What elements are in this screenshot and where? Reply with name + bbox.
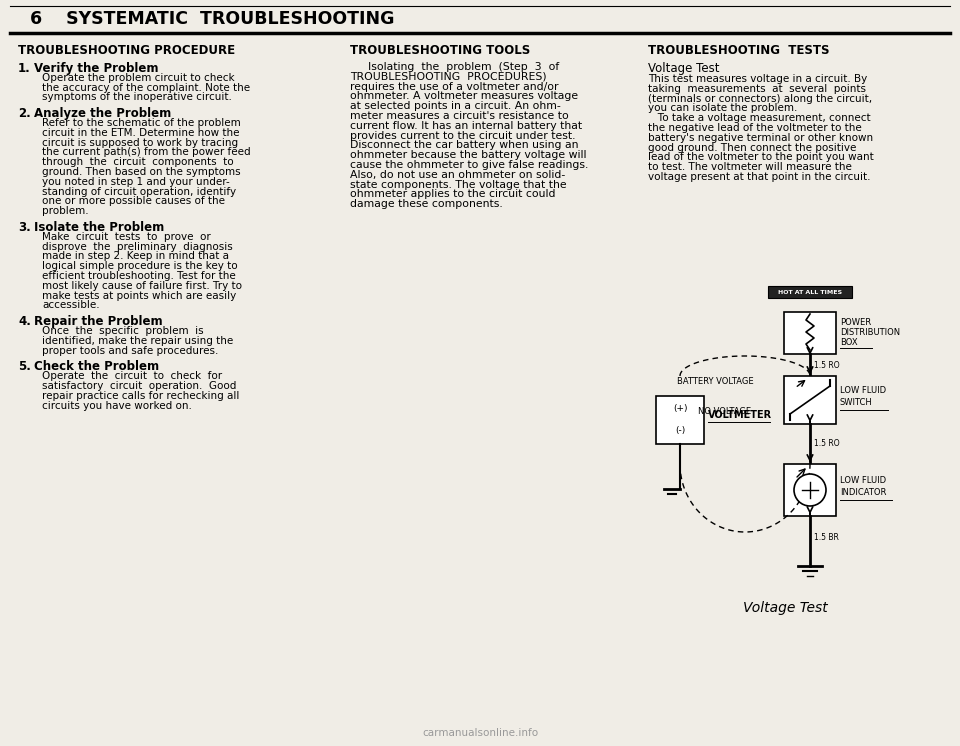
Text: repair practice calls for rechecking all: repair practice calls for rechecking all — [42, 391, 239, 401]
Text: 2.: 2. — [18, 107, 31, 120]
Bar — [656, 396, 704, 444]
Text: Isolate the Problem: Isolate the Problem — [34, 221, 164, 234]
Text: the current path(s) from the power feed: the current path(s) from the power feed — [42, 148, 251, 157]
Text: Refer to the schematic of the problem: Refer to the schematic of the problem — [42, 118, 241, 128]
Text: Disconnect the car battery when using an: Disconnect the car battery when using an — [350, 140, 579, 151]
Text: 1.: 1. — [18, 62, 31, 75]
Text: Voltage Test: Voltage Test — [743, 601, 828, 615]
Text: 5.: 5. — [18, 360, 31, 374]
Bar — [768, 286, 852, 298]
Text: proper tools and safe procedures.: proper tools and safe procedures. — [42, 345, 218, 356]
Text: TROUBLESHOOTING TOOLS: TROUBLESHOOTING TOOLS — [350, 44, 530, 57]
Text: voltage present at that point in the circuit.: voltage present at that point in the cir… — [648, 172, 871, 182]
Text: circuit is supposed to work by tracing: circuit is supposed to work by tracing — [42, 137, 238, 148]
Text: This test measures voltage in a circuit. By: This test measures voltage in a circuit.… — [648, 74, 867, 84]
Text: damage these components.: damage these components. — [350, 199, 503, 209]
Text: satisfactory  circuit  operation.  Good: satisfactory circuit operation. Good — [42, 381, 236, 391]
Text: disprove  the  preliminary  diagnosis: disprove the preliminary diagnosis — [42, 242, 232, 251]
Text: BATTERY VOLTAGE: BATTERY VOLTAGE — [677, 377, 754, 386]
Text: Make  circuit  tests  to  prove  or: Make circuit tests to prove or — [42, 232, 211, 242]
Text: identified, make the repair using the: identified, make the repair using the — [42, 336, 233, 346]
Text: to test. The voltmeter will measure the: to test. The voltmeter will measure the — [648, 162, 852, 172]
Text: Also, do not use an ohmmeter on solid-: Also, do not use an ohmmeter on solid- — [350, 170, 565, 180]
Text: LOW FLUID: LOW FLUID — [840, 476, 886, 485]
Text: current flow. It has an internal battery that: current flow. It has an internal battery… — [350, 121, 582, 131]
Text: (-): (-) — [675, 427, 685, 436]
Text: DISTRIBUTION: DISTRIBUTION — [840, 328, 900, 337]
Text: make tests at points which are easily: make tests at points which are easily — [42, 291, 236, 301]
Text: POWER: POWER — [840, 318, 871, 327]
Text: accessible.: accessible. — [42, 301, 100, 310]
Text: 1.5 RO: 1.5 RO — [814, 360, 840, 369]
Text: standing of circuit operation, identify: standing of circuit operation, identify — [42, 186, 236, 197]
Text: VOLTMETER: VOLTMETER — [708, 410, 772, 420]
Text: INDICATOR: INDICATOR — [840, 488, 886, 497]
Text: you noted in step 1 and your under-: you noted in step 1 and your under- — [42, 177, 229, 186]
Text: at selected points in a circuit. An ohm-: at selected points in a circuit. An ohm- — [350, 101, 561, 111]
Text: TROUBLESHOOTING  TESTS: TROUBLESHOOTING TESTS — [648, 44, 829, 57]
Text: good ground. Then connect the positive: good ground. Then connect the positive — [648, 142, 856, 153]
Text: you can isolate the problem.: you can isolate the problem. — [648, 104, 798, 113]
Text: meter measures a circuit's resistance to: meter measures a circuit's resistance to — [350, 111, 568, 121]
Text: logical simple procedure is the key to: logical simple procedure is the key to — [42, 261, 238, 272]
Text: carmanualsonline.info: carmanualsonline.info — [422, 728, 538, 738]
Text: 4.: 4. — [18, 316, 31, 328]
Text: NO VOLTAGE: NO VOLTAGE — [699, 407, 752, 416]
Circle shape — [794, 474, 826, 506]
Text: ohmmeter because the battery voltage will: ohmmeter because the battery voltage wil… — [350, 150, 587, 160]
Bar — [784, 312, 836, 354]
Text: problem.: problem. — [42, 206, 88, 216]
Text: ohmmeter. A voltmeter measures voltage: ohmmeter. A voltmeter measures voltage — [350, 92, 578, 101]
Text: TROUBLESHOOTING PROCEDURE: TROUBLESHOOTING PROCEDURE — [18, 44, 235, 57]
Text: taking  measurements  at  several  points: taking measurements at several points — [648, 84, 866, 94]
Text: 3.: 3. — [18, 221, 31, 234]
Text: requires the use of a voltmeter and/or: requires the use of a voltmeter and/or — [350, 81, 559, 92]
Text: through  the  circuit  components  to: through the circuit components to — [42, 157, 233, 167]
Text: the accuracy of the complaint. Note the: the accuracy of the complaint. Note the — [42, 83, 251, 93]
Text: TROUBLESHOOTING  PROCEDURES): TROUBLESHOOTING PROCEDURES) — [350, 72, 546, 82]
Text: Voltage Test: Voltage Test — [648, 62, 719, 75]
Text: cause the ohmmeter to give false readings.: cause the ohmmeter to give false reading… — [350, 160, 588, 170]
Text: state components. The voltage that the: state components. The voltage that the — [350, 180, 566, 189]
Text: To take a voltage measurement, connect: To take a voltage measurement, connect — [648, 113, 871, 123]
Text: Isolating  the  problem  (Step  3  of: Isolating the problem (Step 3 of — [368, 62, 560, 72]
Text: (+): (+) — [673, 404, 687, 413]
Bar — [784, 464, 836, 516]
Text: Verify the Problem: Verify the Problem — [34, 62, 158, 75]
Text: circuit in the ETM. Determine how the: circuit in the ETM. Determine how the — [42, 128, 239, 138]
Text: Check the Problem: Check the Problem — [34, 360, 159, 374]
Text: ground. Then based on the symptoms: ground. Then based on the symptoms — [42, 167, 241, 177]
Text: made in step 2. Keep in mind that a: made in step 2. Keep in mind that a — [42, 251, 229, 261]
Text: 6    SYSTEMATIC  TROUBLESHOOTING: 6 SYSTEMATIC TROUBLESHOOTING — [30, 10, 395, 28]
Text: SWITCH: SWITCH — [840, 398, 873, 407]
Text: (terminals or connectors) along the circuit,: (terminals or connectors) along the circ… — [648, 93, 872, 104]
Text: Repair the Problem: Repair the Problem — [34, 316, 162, 328]
Text: battery's negative terminal or other known: battery's negative terminal or other kno… — [648, 133, 874, 142]
Text: the negative lead of the voltmeter to the: the negative lead of the voltmeter to th… — [648, 123, 862, 133]
Text: Operate  the  circuit  to  check  for: Operate the circuit to check for — [42, 372, 222, 381]
Bar — [784, 376, 836, 424]
Text: efficient troubleshooting. Test for the: efficient troubleshooting. Test for the — [42, 271, 236, 281]
Text: Operate the problem circuit to check: Operate the problem circuit to check — [42, 73, 234, 83]
Text: Analyze the Problem: Analyze the Problem — [34, 107, 171, 120]
Text: 1.5 RO: 1.5 RO — [814, 439, 840, 448]
Text: LOW FLUID: LOW FLUID — [840, 386, 886, 395]
Text: one or more possible causes of the: one or more possible causes of the — [42, 196, 225, 207]
Text: BOX: BOX — [840, 338, 857, 347]
Text: Once  the  specific  problem  is: Once the specific problem is — [42, 326, 204, 336]
Text: lead of the voltmeter to the point you want: lead of the voltmeter to the point you w… — [648, 152, 874, 163]
Text: ohmmeter applies to the circuit could: ohmmeter applies to the circuit could — [350, 189, 556, 199]
Text: circuits you have worked on.: circuits you have worked on. — [42, 401, 192, 410]
Text: provides current to the circuit under test.: provides current to the circuit under te… — [350, 131, 575, 140]
Text: most likely cause of failure first. Try to: most likely cause of failure first. Try … — [42, 280, 242, 291]
Text: HOT AT ALL TIMES: HOT AT ALL TIMES — [778, 289, 842, 295]
Text: 1.5 BR: 1.5 BR — [814, 533, 839, 542]
Text: symptoms of the inoperative circuit.: symptoms of the inoperative circuit. — [42, 93, 232, 102]
